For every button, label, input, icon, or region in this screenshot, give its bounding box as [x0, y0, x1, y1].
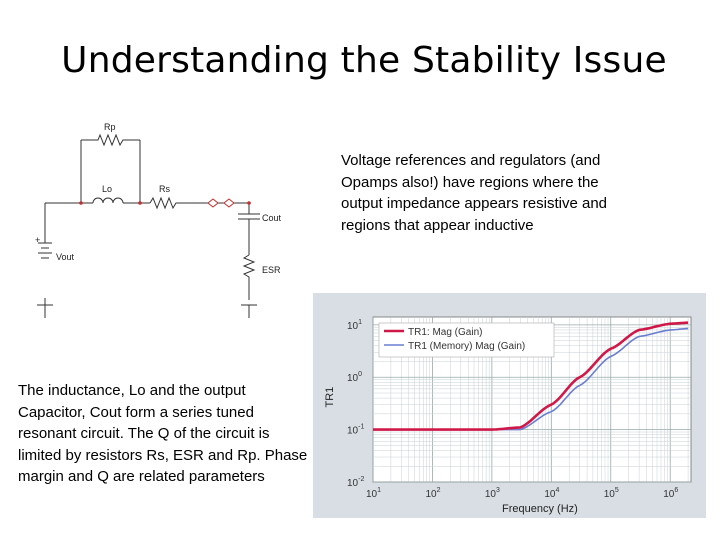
probe-marker	[223, 198, 235, 208]
probe-marker	[207, 198, 219, 208]
lo-inductor	[92, 197, 124, 204]
y-axis-label: TR1	[324, 387, 336, 408]
rs-resistor	[149, 196, 208, 210]
x-axis-label: Frequency (Hz)	[502, 503, 578, 515]
esr-resistor	[242, 254, 256, 300]
node-marker	[138, 201, 142, 205]
vout-label: Vout	[56, 252, 75, 262]
cout-label: Cout	[262, 213, 282, 223]
rp-label: Rp	[104, 122, 116, 132]
rp-resistor	[81, 133, 140, 147]
series-line	[373, 321, 689, 431]
plus-label: +	[35, 235, 40, 245]
lo-label: Lo	[102, 184, 112, 194]
impedance-chart: TR1: Mag (Gain)TR1 (Memory) Mag (Gain) 1…	[313, 293, 706, 518]
circuit-schematic: Rp Lo Rs Cout ESR Vout +	[35, 122, 282, 318]
impedance-chart-panel: TR1: Mag (Gain) TR1 (Memory) Mag (Gain) 1…	[313, 293, 706, 518]
node-marker	[247, 201, 251, 205]
node-marker	[79, 201, 83, 205]
legend-label: TR1 (Memory) Mag (Gain)	[408, 341, 525, 352]
circuit-diagram: Rp Lo Rs Cout ESR Vout +	[28, 115, 308, 330]
left-paragraph: The inductance, Lo and the output Capaci…	[18, 382, 308, 485]
right-paragraph: Voltage references and regulators (and O…	[341, 152, 608, 234]
legend-box	[378, 322, 555, 358]
rs-label: Rs	[159, 184, 170, 194]
slide-title: Understanding the Stability Issue	[61, 40, 667, 81]
legend-label: TR1: Mag (Gain)	[408, 327, 482, 338]
esr-label: ESR	[262, 265, 281, 275]
